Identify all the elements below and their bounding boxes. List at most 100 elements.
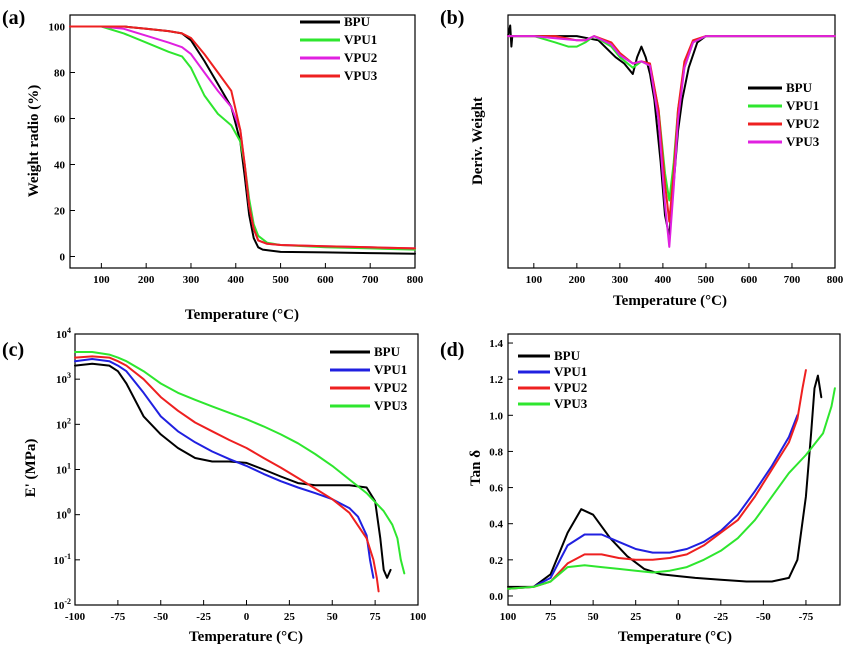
y-tick-label: 101 xyxy=(56,462,71,477)
x-tick-label: 300 xyxy=(612,274,629,286)
y-tick-label: 103 xyxy=(56,371,71,386)
series-line-vpu3 xyxy=(507,387,836,590)
y-tick-label: 0.6 xyxy=(489,483,503,495)
x-tick-label: -50 xyxy=(756,611,771,623)
plot-frame xyxy=(507,333,841,606)
y-tick-label: 0.2 xyxy=(489,555,503,567)
y-tick-label: 102 xyxy=(56,416,71,431)
panel-label: (a) xyxy=(2,7,25,29)
y-axis-label: Tan δ xyxy=(468,450,484,486)
series-line-vpu3 xyxy=(507,35,836,248)
y-tick-label: 0.0 xyxy=(489,591,503,603)
legend-label-vpu2: VPU2 xyxy=(344,50,377,65)
x-tick-label: 700 xyxy=(784,274,801,286)
legend-label-bpu: BPU xyxy=(374,344,401,359)
x-tick-label: -25 xyxy=(713,611,728,623)
x-tick-label: 0 xyxy=(244,611,250,623)
x-tick-label: 200 xyxy=(138,274,155,286)
x-axis-label: Temperature (°C) xyxy=(185,307,299,323)
y-axis-label: Weight radio (%) xyxy=(26,85,42,198)
legend-label-bpu: BPU xyxy=(786,80,813,95)
x-tick-label: 100 xyxy=(93,274,110,286)
legend-label-vpu3: VPU3 xyxy=(344,68,378,83)
legend-label-vpu2: VPU2 xyxy=(374,380,407,395)
x-tick-label: 600 xyxy=(317,274,334,286)
y-tick-label: 1.0 xyxy=(489,410,503,422)
x-tick-label: -100 xyxy=(65,611,86,623)
x-tick-label: 500 xyxy=(698,274,715,286)
y-tick-label: 1.2 xyxy=(489,374,503,386)
series-line-vpu2 xyxy=(507,369,807,590)
legend-label-vpu1: VPU1 xyxy=(554,364,587,379)
y-tick-label: 0 xyxy=(60,252,66,264)
series-line-vpu3 xyxy=(69,25,416,250)
x-tick-label: 25 xyxy=(630,611,642,623)
legend-label-bpu: BPU xyxy=(554,348,581,363)
plot-frame xyxy=(74,333,419,606)
panel-label: (b) xyxy=(440,7,464,29)
y-tick-label: 10-2 xyxy=(53,597,71,612)
series-line-vpu3 xyxy=(74,351,406,575)
x-axis-label: Temperature (°C) xyxy=(618,629,732,645)
legend-label-vpu1: VPU1 xyxy=(786,98,819,113)
y-tick-label: 0.4 xyxy=(489,519,503,531)
x-tick-label: 500 xyxy=(272,274,289,286)
y-tick-label: 0.8 xyxy=(489,446,503,458)
panel-label: (c) xyxy=(2,339,24,361)
x-tick-label: 50 xyxy=(327,611,339,623)
x-tick-label: 75 xyxy=(545,611,557,623)
x-tick-label: -75 xyxy=(799,611,814,623)
legend-label-vpu2: VPU2 xyxy=(786,116,819,131)
plot-frame xyxy=(507,14,836,269)
series-line-bpu xyxy=(507,374,823,588)
y-tick-label: 20 xyxy=(54,206,66,218)
x-tick-label: -25 xyxy=(196,611,211,623)
y-tick-label: 40 xyxy=(54,160,66,172)
x-tick-label: 400 xyxy=(655,274,672,286)
legend-label-vpu1: VPU1 xyxy=(374,362,407,377)
legend-label-vpu2: VPU2 xyxy=(554,380,587,395)
series-line-bpu xyxy=(74,362,392,579)
y-tick-label: 10-1 xyxy=(53,552,71,567)
x-tick-label: 800 xyxy=(827,274,844,286)
x-tick-label: 100 xyxy=(500,611,517,623)
x-tick-label: 800 xyxy=(407,274,424,286)
chart-panel-d: 100 75 50 25 0 -25 -50 -75 0.0 0.2 0.4 0.6 0.8 1.0 1.2… xyxy=(440,333,841,645)
y-tick-label: 104 xyxy=(56,326,71,341)
y-tick-label: 100 xyxy=(56,507,71,522)
x-tick-label: -75 xyxy=(111,611,126,623)
y-axis-label: Deriv. Weight xyxy=(470,97,486,185)
x-axis-label: Temperature (°C) xyxy=(189,629,303,645)
series-line-vpu1 xyxy=(74,358,375,579)
chart-panel-a: 100 200 300 400 500 600 700 800 0 20 40 60 80 100 BPU V… xyxy=(2,7,424,323)
x-tick-label: 75 xyxy=(370,611,382,623)
chart-panel-b: 100 200 300 400 500 600 700 800 BPU VPU1 VPU2 VPU3 T… xyxy=(440,7,844,309)
x-axis-label: Temperature (°C) xyxy=(613,293,727,309)
legend-label-vpu1: VPU1 xyxy=(344,32,377,47)
legend-label-vpu3: VPU3 xyxy=(786,134,820,149)
y-tick-label: 100 xyxy=(49,22,66,34)
x-tick-label: 0 xyxy=(676,611,682,623)
x-tick-label: 100 xyxy=(410,611,427,623)
legend-label-bpu: BPU xyxy=(344,14,371,29)
x-tick-label: 700 xyxy=(362,274,379,286)
y-tick-label: 1.4 xyxy=(489,338,503,350)
x-tick-label: 400 xyxy=(228,274,245,286)
y-tick-label: 80 xyxy=(54,68,66,80)
series-line-vpu2 xyxy=(74,355,380,593)
x-tick-label: -50 xyxy=(153,611,168,623)
x-tick-label: 200 xyxy=(569,274,586,286)
plot-frame xyxy=(69,14,416,269)
y-tick-label: 60 xyxy=(54,114,66,126)
legend-label-vpu3: VPU3 xyxy=(374,398,408,413)
x-tick-label: 600 xyxy=(741,274,758,286)
x-tick-label: 300 xyxy=(183,274,200,286)
x-tick-label: 50 xyxy=(588,611,600,623)
x-tick-label: 25 xyxy=(284,611,296,623)
series-line-vpu1 xyxy=(507,414,799,590)
chart-panel-c: -100 -75 -50 -25 0 25 50 75 100 10-2 10-1 100 101 102… xyxy=(2,326,427,645)
x-tick-label: 100 xyxy=(526,274,543,286)
legend-label-vpu3: VPU3 xyxy=(554,396,588,411)
y-axis-label: E' (MPa) xyxy=(23,439,39,498)
